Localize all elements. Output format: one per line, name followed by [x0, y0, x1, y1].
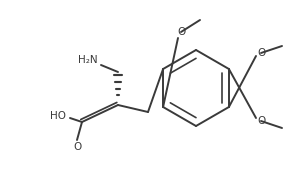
Text: O: O — [257, 48, 265, 58]
Text: HO: HO — [50, 111, 66, 121]
Text: O: O — [257, 116, 265, 126]
Text: O: O — [73, 142, 81, 152]
Text: O: O — [177, 27, 185, 37]
Text: H₂N: H₂N — [78, 55, 98, 65]
